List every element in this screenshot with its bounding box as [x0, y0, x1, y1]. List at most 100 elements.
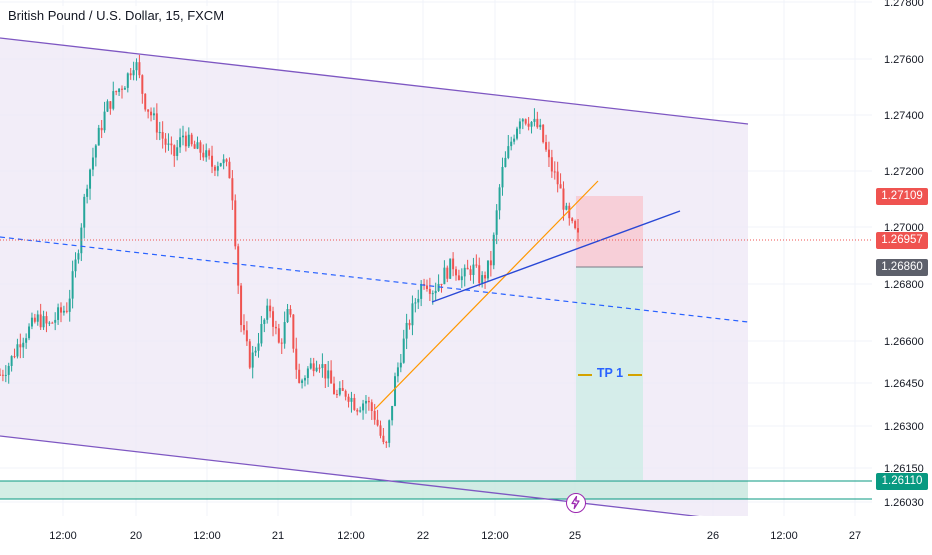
- candle-body: [533, 118, 536, 122]
- candle-body: [266, 305, 269, 320]
- candle-body: [545, 142, 548, 150]
- candle-body: [152, 113, 155, 116]
- tp-line-left: [578, 374, 592, 376]
- candle-body: [234, 200, 237, 247]
- candle-body: [330, 370, 333, 384]
- price-tick-label: 1.27800: [884, 0, 924, 9]
- candle-body: [481, 275, 484, 284]
- candle-body: [0, 374, 1, 376]
- candle-body: [45, 316, 48, 324]
- candle-body: [144, 93, 147, 110]
- time-tick-label: 26: [707, 530, 719, 542]
- candle-body: [504, 157, 507, 167]
- candle-body: [231, 178, 234, 201]
- candle-body: [489, 260, 492, 266]
- candle-body: [208, 150, 211, 156]
- time-tick-label: 12:00: [337, 530, 365, 542]
- candle-body: [68, 298, 71, 312]
- candle-body: [289, 309, 292, 315]
- candle-body: [30, 317, 33, 327]
- orange-trendline: [374, 180, 599, 410]
- candle-body: [367, 400, 370, 403]
- candle-body: [283, 322, 286, 344]
- candle-body: [91, 157, 94, 170]
- candle-body: [359, 410, 362, 412]
- support-price-tag: 1.26110: [876, 473, 928, 490]
- candle-body: [269, 305, 272, 312]
- time-axis[interactable]: 12:00 20 12:00 21 12:00 22 12:00 25 26 12:00 27: [0, 516, 932, 550]
- candle-body: [213, 166, 216, 171]
- candle-body: [205, 150, 208, 158]
- candle-body: [399, 362, 402, 368]
- candle-body: [216, 166, 219, 171]
- candle-body: [193, 144, 196, 149]
- candle-body: [225, 159, 228, 162]
- entry-price-tag: 1.26860: [876, 259, 928, 276]
- candle-body: [132, 70, 135, 76]
- channel-upper-line: [0, 37, 749, 125]
- time-tick-label: 12:00: [770, 530, 798, 542]
- candle-body: [57, 307, 60, 320]
- candle-body: [315, 367, 318, 372]
- candle-body: [402, 338, 405, 363]
- candle-body: [179, 137, 182, 148]
- candle-body: [469, 269, 472, 276]
- candle-body: [364, 400, 367, 404]
- candle-body: [431, 293, 434, 295]
- candle-body: [16, 344, 19, 357]
- candle-body: [518, 121, 521, 129]
- candle-body: [408, 322, 411, 326]
- candle-body: [449, 258, 452, 279]
- price-tick-label: 1.27600: [884, 54, 924, 66]
- candle-body: [280, 342, 283, 344]
- candle-body: [455, 269, 458, 276]
- candle-body: [54, 319, 57, 323]
- blue-trendline: [431, 210, 681, 303]
- candle-body: [539, 124, 542, 128]
- candle-body: [42, 316, 45, 328]
- candle-body: [25, 338, 28, 343]
- channel-fill: [0, 38, 748, 521]
- price-tick-label: 1.27200: [884, 166, 924, 178]
- candle-body: [170, 143, 173, 146]
- candle-body: [7, 365, 10, 375]
- support-zone: [0, 481, 748, 499]
- candle-body: [51, 322, 54, 324]
- candle-body: [71, 271, 74, 299]
- candle-body: [118, 88, 121, 93]
- candle-body: [516, 128, 519, 139]
- tp1-label: TP 1: [596, 366, 624, 380]
- candles: [0, 54, 579, 448]
- candle-body: [74, 259, 77, 272]
- candle-body: [559, 184, 562, 189]
- candle-body: [65, 310, 68, 312]
- candle-body: [301, 380, 304, 383]
- candle-body: [379, 425, 382, 436]
- candle-body: [254, 350, 257, 353]
- tp-line-right: [628, 374, 642, 376]
- candle-body: [353, 397, 356, 410]
- candle-body: [141, 75, 144, 94]
- candle-body: [306, 368, 309, 378]
- candle-body: [382, 435, 385, 442]
- price-axis[interactable]: 1.27800 1.27600 1.27400 1.27200 1.27000 1.268…: [872, 0, 932, 516]
- candle-body: [492, 234, 495, 266]
- candle-body: [417, 298, 420, 303]
- candle-body: [524, 119, 527, 124]
- candle-body: [562, 188, 565, 210]
- candle-body: [33, 317, 36, 322]
- price-tick-label: 1.26450: [884, 378, 924, 390]
- channel-lower-line: [0, 435, 721, 520]
- candle-body: [521, 119, 524, 122]
- candle-body: [344, 390, 347, 397]
- candle-body: [120, 88, 123, 90]
- lightning-icon[interactable]: [566, 493, 586, 513]
- candle-body: [4, 374, 7, 376]
- candle-body: [176, 147, 179, 156]
- time-tick-label: 27: [849, 530, 861, 542]
- candle-body: [190, 134, 193, 145]
- time-axis-bg: [0, 516, 932, 550]
- candle-body: [112, 91, 115, 109]
